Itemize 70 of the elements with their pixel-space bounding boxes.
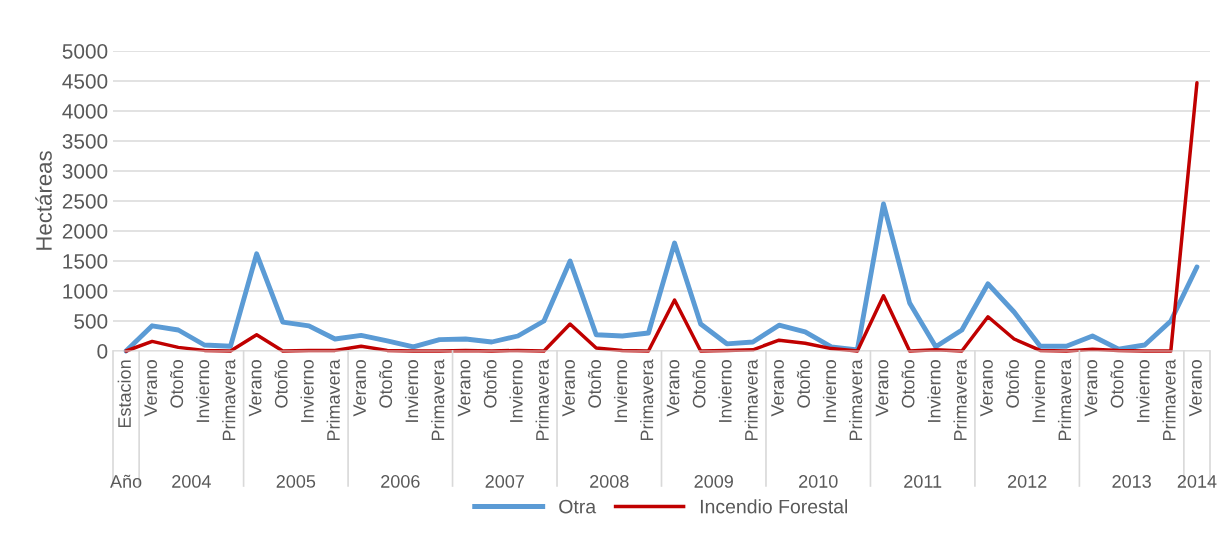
text: 2005	[276, 475, 316, 488]
x-tick-label: Primavera	[222, 359, 236, 441]
x-tick-label: Otoño	[587, 360, 602, 408]
text: 2012	[1007, 475, 1047, 488]
y-tick-label: 3500	[62, 134, 108, 149]
text: 2007	[485, 475, 524, 488]
x-tick-label: Invierno	[196, 360, 210, 422]
y-tick-label: 4000	[62, 104, 108, 119]
x-tick-label: Otoño	[692, 360, 706, 408]
text: 2014	[1177, 475, 1217, 488]
y-tick-label: 1500	[63, 254, 108, 269]
text: 2008	[590, 475, 629, 488]
y-tick-label: 2000	[62, 224, 108, 239]
legend-label: Otra	[559, 499, 597, 514]
text: Año	[110, 474, 142, 488]
x-tick-label: Otoño	[796, 360, 810, 408]
x-tick-label: Otoño	[483, 360, 497, 408]
x-tick-label: Verano	[875, 360, 889, 417]
y-tick-label: 500	[74, 314, 108, 329]
x-tick-label: Estacion	[117, 360, 131, 428]
text: 2011	[904, 475, 942, 488]
x-tick-label: Invierno	[404, 360, 419, 422]
x-tick-label: Otoño	[1110, 360, 1124, 408]
x-tick-label: Primavera	[535, 359, 549, 441]
y-tick-label: 5000	[62, 44, 108, 59]
x-tick-label: Primavera	[1057, 359, 1072, 441]
text: 2009	[694, 475, 733, 488]
x-tick-label: Primavera	[1162, 359, 1176, 441]
x-tick-label: Otoño	[170, 360, 184, 408]
legend-label: Incendio Forestal	[700, 499, 848, 514]
x-tick-label: Primavera	[326, 359, 340, 441]
x-tick-label: Verano	[666, 360, 680, 417]
x-tick-label: Invierno	[509, 360, 523, 422]
line-series	[123, 201, 1200, 354]
x-tick-label: Verano	[771, 360, 784, 417]
x-tick-label: Otoño	[901, 360, 915, 408]
x-tick-label: Otoño	[378, 360, 393, 408]
x-tick-label: Verano	[1084, 360, 1098, 417]
x-tick-label: Otoño	[1005, 360, 1019, 408]
x-tick-label: Invierno	[613, 360, 628, 422]
line-series	[124, 81, 1199, 353]
x-tick-label: Verano	[353, 360, 366, 417]
x-tick-label: Invierno	[822, 360, 837, 422]
x-tick-label: Verano	[1189, 360, 1202, 417]
y-tick-label: 1000	[63, 284, 108, 299]
y-tick-label: 0	[97, 344, 108, 359]
x-tick-label: Primavera	[640, 359, 654, 441]
x-tick-label: Invierno	[1136, 360, 1150, 422]
x-tick-label: Verano	[248, 360, 262, 417]
x-tick-label: Invierno	[718, 360, 732, 422]
x-tick-label: Otoño	[274, 360, 288, 408]
text: 2006	[381, 475, 420, 488]
x-tick-label: Verano	[562, 360, 575, 417]
y-tick-label: 4500	[62, 74, 108, 89]
text: 2010	[799, 475, 838, 488]
x-tick-label: Invierno	[1031, 360, 1046, 422]
x-tick-label: Verano	[144, 360, 158, 417]
text: 2004	[172, 475, 211, 488]
y-tick-label: 3000	[62, 164, 108, 179]
x-tick-label: Primavera	[953, 359, 967, 441]
x-tick-label: Invierno	[300, 360, 314, 422]
x-tick-label: Verano	[457, 360, 471, 417]
text: 2013	[1112, 475, 1151, 488]
y-axis-title: Hectáreas	[35, 151, 52, 250]
x-tick-label: Invierno	[927, 360, 941, 422]
x-tick-label: Primavera	[744, 359, 758, 441]
y-tick-label: 2500	[62, 194, 108, 209]
x-tick-label: Primavera	[431, 359, 445, 441]
x-tick-label: Verano	[980, 360, 993, 417]
x-tick-label: Primavera	[848, 359, 863, 441]
